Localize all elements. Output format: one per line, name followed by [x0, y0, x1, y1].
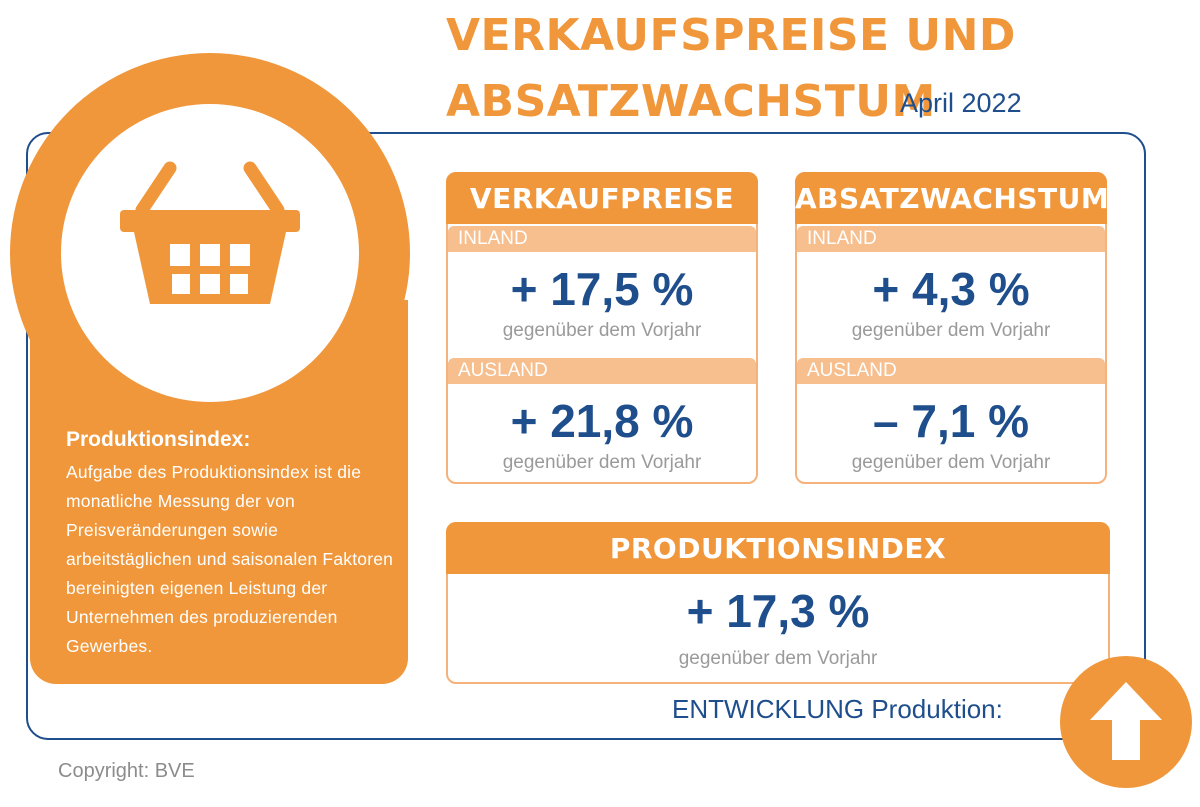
verkaufspreise-inland-value: + 17,5 %: [510, 263, 694, 315]
absatzwachstum-title: ABSATZWACHSTUM: [795, 172, 1109, 224]
info-heading: Produktionsindex:: [66, 428, 251, 451]
verkaufspreise-inland-caption: gegenüber dem Vorjahr: [502, 320, 702, 341]
verkaufspreise-ausland-caption: gegenüber dem Vorjahr: [502, 452, 702, 473]
absatzwachstum-ausland-value: – 7,1 %: [873, 395, 1029, 447]
title-line-2: ABSATZWACHSTUM: [446, 76, 936, 127]
date-label: April 2022: [900, 88, 1022, 118]
verkaufspreise-ausland-label: AUSLAND: [448, 358, 756, 384]
produktionsindex-title: PRODUKTIONSINDEX: [446, 522, 1110, 574]
verkaufspreise-box: VERKAUFPREISE INLAND + 17,5 % gegenüber …: [446, 172, 758, 484]
absatzwachstum-inland-value: + 4,3 %: [872, 263, 1030, 315]
verkaufspreise-inland-label: INLAND: [448, 226, 756, 252]
verkaufspreise-ausland-value: + 21,8 %: [510, 395, 694, 447]
absatzwachstum-inland-caption: gegenüber dem Vorjahr: [851, 320, 1051, 341]
arrow-circle: [1060, 656, 1192, 788]
produktionsindex-box: PRODUKTIONSINDEX + 17,3 % gegenüber dem …: [446, 522, 1110, 684]
produktionsindex-caption: gegenüber dem Vorjahr: [678, 648, 878, 669]
absatzwachstum-ausland-caption: gegenüber dem Vorjahr: [851, 452, 1051, 473]
copyright: Copyright: BVE: [58, 760, 195, 782]
absatzwachstum-ausland-label: AUSLAND: [797, 358, 1105, 384]
title-line-1: VERKAUFSPREISE UND: [446, 10, 1016, 61]
verkaufspreise-title: VERKAUFPREISE: [446, 172, 758, 224]
absatzwachstum-box: ABSATZWACHSTUM INLAND + 4,3 % gegenüber …: [795, 172, 1109, 484]
arrow-up-icon: [1090, 682, 1162, 760]
shopping-basket-icon: [120, 161, 300, 304]
absatzwachstum-inland-label: INLAND: [797, 226, 1105, 252]
entwicklung-label: ENTWICKLUNG Produktion:: [672, 694, 1003, 724]
produktionsindex-value: + 17,3 %: [686, 585, 870, 637]
info-text: Aufgabe des Produktionsindex ist die mon…: [66, 462, 394, 656]
